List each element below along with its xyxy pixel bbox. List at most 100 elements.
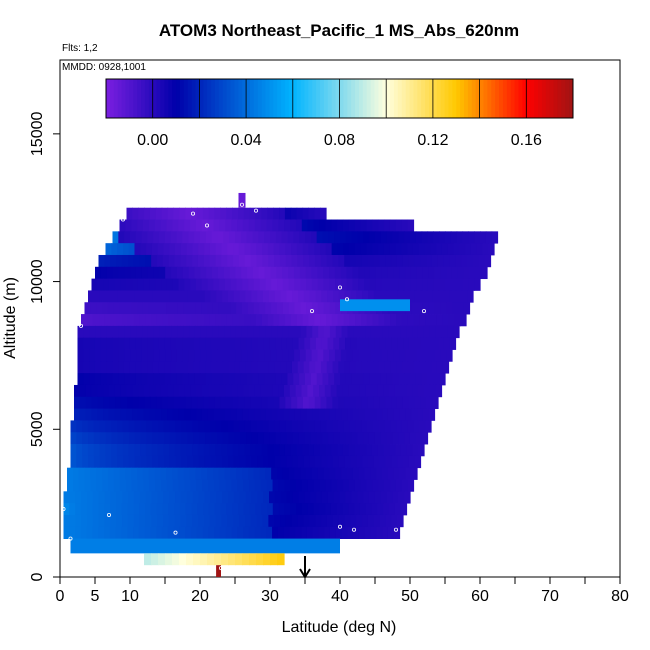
heatmap-cell (215, 314, 222, 327)
heatmap-cell (260, 526, 267, 539)
heatmap-cell (369, 266, 377, 280)
heatmap-cell (369, 373, 376, 386)
heatmap-cell (102, 479, 109, 492)
heatmap-cell (373, 361, 380, 374)
heatmap-cell (249, 503, 256, 516)
heatmap-cell (267, 444, 274, 457)
heatmap-cell (241, 349, 248, 362)
heatmap-cell (137, 408, 145, 421)
sample-point (309, 309, 314, 314)
heatmap-cell (155, 278, 162, 291)
heatmap-cell (462, 231, 469, 244)
heatmap-cell (86, 503, 94, 516)
heatmap-cell (143, 408, 151, 421)
heatmap-cell (211, 231, 219, 244)
heatmap-cell (222, 361, 229, 374)
heatmap-cell (200, 553, 208, 566)
heatmap-cell (319, 444, 327, 457)
heatmap-cell (295, 526, 302, 539)
heatmap-cell (288, 302, 296, 315)
heatmap-cell (153, 231, 160, 244)
heatmap-cell (350, 514, 357, 528)
heatmap-cell (186, 243, 194, 256)
heatmap-cell (168, 514, 176, 528)
heatmap-cell (417, 302, 424, 315)
heatmap-cell (204, 420, 211, 433)
heatmap-cell (261, 207, 268, 220)
x-tick-label: 70 (541, 588, 559, 605)
heatmap-cell (344, 514, 351, 528)
heatmap-cell (97, 396, 104, 410)
colorbar-segment (510, 79, 516, 118)
heatmap-cell (332, 420, 339, 433)
colorbar-segment (530, 79, 535, 118)
heatmap-cell (239, 361, 247, 374)
heatmap-cell (149, 479, 156, 492)
heatmap-cell (351, 373, 359, 386)
heatmap-cell (378, 219, 385, 232)
heatmap-cell (413, 420, 420, 433)
heatmap-cell (172, 278, 180, 291)
heatmap-cell (215, 420, 223, 433)
heatmap-cell (313, 503, 320, 516)
heatmap-cell (401, 420, 409, 433)
heatmap-cell (117, 243, 124, 256)
heatmap-cell (431, 254, 439, 268)
heatmap-cell (189, 302, 196, 315)
heatmap-cell (253, 467, 261, 480)
heatmap-cell (138, 207, 145, 220)
heatmap-cell (243, 384, 250, 398)
heatmap-cell (360, 219, 368, 232)
colorbar-segment (440, 79, 446, 118)
heatmap-cell (196, 479, 203, 492)
heatmap-cell (245, 491, 253, 504)
heatmap-cell (197, 503, 204, 516)
heatmap-cell (226, 444, 234, 457)
heatmap-cell (329, 526, 337, 539)
heatmap-cell (70, 420, 77, 433)
heatmap-cell (207, 553, 215, 566)
heatmap-cell (266, 503, 274, 516)
heatmap-cell (248, 219, 256, 232)
heatmap-cell (476, 243, 483, 256)
colorbar-segment (277, 79, 282, 118)
colorbar-segment (121, 79, 126, 118)
heatmap-cell (233, 254, 240, 268)
heatmap-cell (63, 491, 70, 504)
heatmap-cell (491, 231, 499, 244)
heatmap-cell (405, 349, 412, 362)
heatmap-cell (308, 444, 315, 457)
heatmap-cell (285, 420, 293, 433)
heatmap-cell (264, 231, 271, 244)
heatmap-cell (161, 384, 168, 398)
heatmap-cell (139, 491, 147, 504)
heatmap-cell (128, 491, 135, 504)
heatmap-cell (124, 373, 131, 386)
heatmap-cell (373, 514, 381, 528)
colorbar-segment (386, 79, 391, 118)
heatmap-cell (354, 444, 361, 457)
heatmap-cell (280, 455, 287, 469)
heatmap-cell (168, 254, 176, 268)
heatmap-cell (254, 384, 262, 398)
heatmap-cell (410, 278, 417, 291)
heatmap-cell (310, 337, 317, 350)
heatmap-cell (373, 254, 380, 268)
heatmap-cell (379, 514, 387, 528)
heatmap-cell (400, 384, 408, 398)
heatmap-cell (401, 243, 408, 256)
heatmap-cell (262, 254, 269, 268)
heatmap-cell (235, 349, 242, 362)
heatmap-cell (79, 408, 87, 421)
heatmap-cell (342, 219, 350, 232)
heatmap-cell (344, 396, 351, 410)
heatmap-cell (232, 444, 240, 457)
heatmap-cell (158, 290, 165, 303)
heatmap-cell (244, 396, 251, 410)
heatmap-cell (212, 302, 220, 315)
heatmap-cell (196, 384, 203, 398)
heatmap-cell (320, 396, 328, 410)
heatmap-cell (411, 467, 418, 480)
heatmap-cell (175, 290, 182, 303)
colorbar-segment (545, 79, 551, 118)
